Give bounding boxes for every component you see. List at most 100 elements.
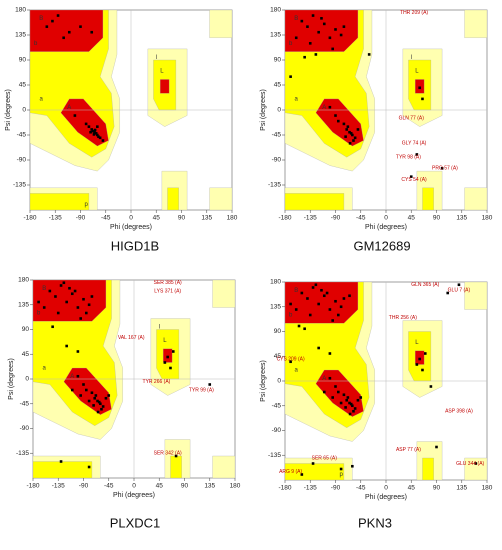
region-label: A xyxy=(67,105,71,111)
residue-point xyxy=(104,396,108,400)
residue-point xyxy=(328,105,332,109)
core-region xyxy=(160,79,170,94)
x-tick-label: 135 xyxy=(201,215,212,222)
residue-point xyxy=(344,406,347,409)
residue-point xyxy=(331,396,334,399)
residue-annotation: SER 65 (A) xyxy=(312,455,338,461)
y-tick-label: 180 xyxy=(270,279,281,286)
region-label: L xyxy=(415,340,419,346)
x-axis-title: Phi (degrees) xyxy=(365,224,407,231)
region-label: A xyxy=(322,105,326,111)
x-tick-label: -45 xyxy=(104,483,114,490)
residue-point xyxy=(92,133,96,136)
panel-caption: HIGD1B xyxy=(111,238,159,253)
y-tick-label: 45 xyxy=(274,82,282,89)
region-label: B xyxy=(42,286,46,292)
residue-annotation: PRO 57 (A) xyxy=(432,166,458,172)
residue-point xyxy=(334,28,337,31)
residue-point xyxy=(174,454,178,458)
residue-annotation: ASP 77 (A) xyxy=(396,447,421,453)
residue-point xyxy=(93,128,97,132)
x-tick-label: 0 xyxy=(132,483,136,490)
y-tick-label: 0 xyxy=(25,376,29,383)
x-tick-label: -135 xyxy=(304,215,317,222)
residue-point xyxy=(70,292,74,296)
residue-point xyxy=(96,125,99,128)
generous-region xyxy=(209,9,233,38)
residue-annotation: THR 256 (A) xyxy=(389,315,417,321)
residue-point xyxy=(317,30,320,34)
core-region xyxy=(32,279,107,322)
residue-point xyxy=(322,294,326,298)
residue-annotation: GLU 344 (A) xyxy=(456,461,484,467)
residue-point xyxy=(79,25,82,28)
residue-point xyxy=(344,135,347,138)
residue-point xyxy=(328,36,332,40)
y-tick-label: -135 xyxy=(268,182,281,189)
residue-point xyxy=(85,388,88,392)
residue-point xyxy=(342,393,346,397)
x-tick-label: 90 xyxy=(181,483,189,490)
residue-point xyxy=(73,114,77,117)
region-label: a xyxy=(43,366,47,372)
residue-point xyxy=(67,30,71,34)
x-tick-label: -180 xyxy=(23,215,36,222)
y-tick-label: 135 xyxy=(270,303,281,310)
generous-region xyxy=(464,281,488,310)
x-tick-label: 90 xyxy=(433,215,441,222)
y-tick-label: -90 xyxy=(17,157,27,164)
y-tick-label: 0 xyxy=(277,378,281,385)
x-tick-label: 135 xyxy=(456,485,467,492)
residue-point xyxy=(171,350,175,353)
residue-point xyxy=(62,281,66,285)
residue-point xyxy=(100,407,103,411)
residue-point xyxy=(352,139,355,142)
x-tick-label: 180 xyxy=(227,215,238,222)
residue-point xyxy=(348,401,351,405)
residue-point xyxy=(339,401,343,405)
residue-point xyxy=(96,133,99,137)
residue-point xyxy=(96,399,99,403)
x-tick-label: 0 xyxy=(384,485,388,492)
residue-point xyxy=(328,352,332,355)
residue-point xyxy=(334,114,337,117)
residue-point xyxy=(87,125,91,128)
region-label: L xyxy=(163,338,167,344)
region-label: l xyxy=(159,324,160,330)
core-region xyxy=(163,348,173,363)
residue-point xyxy=(169,366,172,370)
core-region xyxy=(29,9,104,52)
residue-point xyxy=(294,308,298,311)
residue-point xyxy=(474,462,478,465)
core-region xyxy=(284,9,359,52)
residue-point xyxy=(163,361,167,364)
residue-point xyxy=(90,30,94,34)
residue-point xyxy=(90,295,94,298)
residue-point xyxy=(297,324,301,328)
generous-region xyxy=(212,455,236,479)
x-tick-label: 45 xyxy=(408,485,416,492)
ramachandran-plot: -180 -135 -90 -45 0 45 90 135 180 -135 -90 -45 0 45 90… xyxy=(8,277,241,531)
residue-point xyxy=(98,136,102,140)
y-tick-label: -90 xyxy=(272,157,282,164)
y-tick-label: 180 xyxy=(15,7,26,14)
residue-point xyxy=(359,396,363,399)
residue-point xyxy=(356,398,360,402)
residue-point xyxy=(440,167,444,170)
x-tick-label: 45 xyxy=(153,215,161,222)
region-label: b xyxy=(289,41,293,47)
residue-point xyxy=(97,135,100,138)
generous-region xyxy=(212,279,236,308)
allowed-region xyxy=(422,187,434,211)
residue-annotation: GLN 77 (A) xyxy=(399,116,425,122)
y-axis-title: Psi (degrees) xyxy=(260,360,267,402)
residue-point xyxy=(93,130,96,134)
residue-point xyxy=(289,360,292,364)
residue-point xyxy=(351,464,354,468)
residue-annotation: CYS 209 (A) xyxy=(277,356,305,362)
allowed-region xyxy=(167,187,179,211)
residue-point xyxy=(331,47,334,51)
residue-point xyxy=(345,398,349,402)
residue-point xyxy=(42,306,46,309)
